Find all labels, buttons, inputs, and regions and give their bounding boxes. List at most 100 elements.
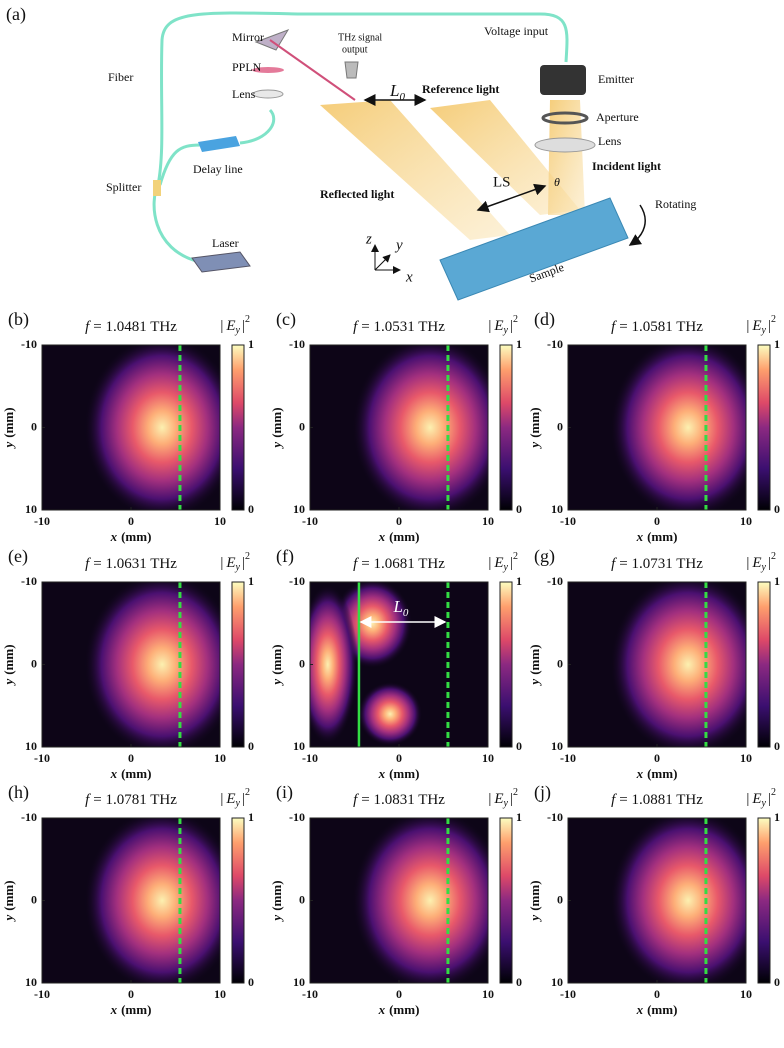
intensity-blob (84, 818, 220, 983)
lens-shape (534, 137, 596, 153)
label: Mirror (232, 30, 264, 44)
y-tick-label: -10 (547, 574, 563, 588)
label-part: (mm) (647, 1002, 677, 1017)
panel-label: (a) (6, 4, 26, 25)
distance-label: L0 (392, 597, 408, 619)
y-tick-label: -10 (289, 337, 305, 351)
label-part: (mm) (389, 529, 419, 544)
panel-title: f = 1.0631 THz (85, 556, 177, 572)
label: θ (554, 175, 560, 189)
label-part: x (378, 766, 386, 781)
aperture-shape (541, 111, 589, 125)
y-tick-label: -10 (547, 810, 563, 824)
x-tick-label: -10 (302, 514, 318, 528)
y-tick-label: 0 (299, 892, 305, 906)
panel-label: (e) (8, 546, 28, 567)
panel-title: f = 1.0731 THz (611, 556, 703, 572)
colorbar-label: | Ey |2 (220, 314, 250, 336)
label-part: (mm) (389, 1002, 419, 1017)
colorbar-label: | Ey |2 (746, 787, 776, 809)
colorbar (499, 344, 513, 511)
ppln-shape (252, 67, 284, 73)
rotation-arrow (628, 204, 646, 246)
label-part: x (636, 1002, 644, 1017)
label: Aperture (596, 110, 639, 124)
fiber (158, 143, 201, 186)
title-part: f (611, 319, 617, 335)
label-part: | (768, 555, 771, 571)
x-tick-label: -10 (560, 751, 576, 765)
intensity-blob (358, 682, 423, 746)
label-part: x (110, 766, 118, 781)
label-part: x (110, 1002, 118, 1017)
label-part: (mm) (1, 880, 16, 910)
label-part: E (493, 791, 503, 807)
colorbar-tick-label: 1 (516, 574, 522, 588)
title-part: = 1.0681 THz (361, 556, 445, 572)
x-tick-label: -10 (34, 987, 50, 1001)
colorbar (499, 817, 513, 984)
intensity-blob (84, 582, 220, 747)
label-part: y (503, 325, 509, 336)
colorbar-tick-label: 1 (516, 810, 522, 824)
reflected-beam (320, 100, 510, 240)
title-part: = 1.0781 THz (93, 792, 177, 808)
colorbar-label: | Ey |2 (746, 314, 776, 336)
label: Lens (598, 134, 622, 148)
x-tick-label: 10 (482, 514, 494, 528)
x-tick-label: 10 (214, 514, 226, 528)
label: Emitter (598, 72, 634, 86)
title-part: f (611, 792, 617, 808)
intensity-blob (84, 345, 220, 510)
colorbar-tick-label: 0 (516, 739, 522, 753)
colorbar-tick-label: 1 (774, 574, 780, 588)
title-part: = 1.0731 THz (619, 556, 703, 572)
colorbar-tick-label: 1 (248, 337, 254, 351)
y-tick-label: 0 (557, 656, 563, 670)
panel-label: (c) (276, 309, 296, 330)
colorbar-tick-label: 1 (248, 810, 254, 824)
label-part: E (751, 318, 761, 334)
x-tick-label: -10 (302, 987, 318, 1001)
label-part: (mm) (269, 407, 284, 437)
colorbar-label: | Ey |2 (220, 787, 250, 809)
label-part: E (751, 791, 761, 807)
label-part: | (768, 318, 771, 334)
colorbar (757, 344, 771, 511)
y-tick-label: 10 (25, 975, 37, 989)
x-tick-label: 0 (128, 514, 134, 528)
label-part: | (242, 555, 245, 571)
y-tick-label: 10 (551, 739, 563, 753)
y-tick-label: 10 (293, 739, 305, 753)
x-tick-label: 10 (214, 987, 226, 1001)
x-tick-label: 0 (128, 751, 134, 765)
label-part: y (235, 798, 241, 809)
label-part: y (235, 325, 241, 336)
x-axis-label: x (mm) (378, 766, 420, 781)
axis-letter: x (405, 269, 413, 285)
label-part: x (636, 766, 644, 781)
incident-beam (548, 100, 585, 215)
y-axis-label: y (mm) (269, 644, 284, 686)
label-part: 2 (771, 787, 776, 798)
panel-title: f = 1.0681 THz (353, 556, 445, 572)
label: Reflected light (320, 187, 394, 201)
delay-line-box (198, 136, 240, 152)
panel-label: (b) (8, 309, 29, 330)
y-tick-label: 0 (299, 656, 305, 670)
laser-box (191, 251, 251, 273)
y-tick-label: 0 (31, 892, 37, 906)
y-tick-label: -10 (21, 337, 37, 351)
y-axis-label: y (mm) (527, 880, 542, 922)
y-tick-label: 10 (25, 739, 37, 753)
label-part: 2 (513, 787, 518, 798)
label: Laser (212, 236, 239, 250)
label-part: 0 (403, 607, 409, 619)
label-part: 2 (771, 551, 776, 562)
label-part: y (269, 442, 284, 450)
colorbar-tick-label: 0 (516, 975, 522, 989)
